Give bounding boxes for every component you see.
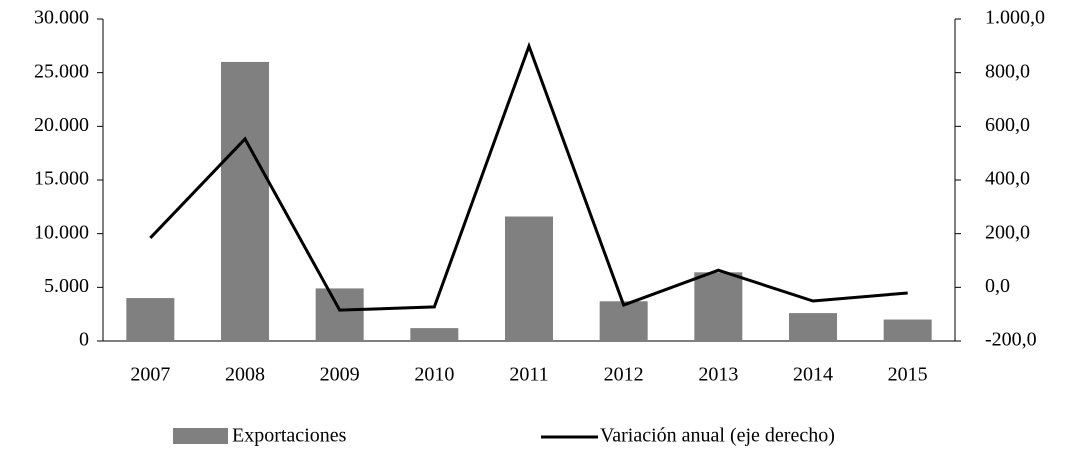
legend-swatch [173, 428, 228, 444]
y-tick-label: 25.000 [34, 60, 89, 82]
x-tick-label: 2008 [225, 364, 265, 386]
y-tick-label: 5.000 [44, 275, 89, 297]
y-tick-label: 0 [79, 329, 89, 351]
x-tick-label: 2007 [130, 364, 170, 386]
y2-tick-label: 1.000,0 [985, 7, 1045, 29]
bar [126, 298, 175, 341]
y2-tick-label: 800,0 [985, 60, 1030, 82]
x-tick-label: 2012 [604, 364, 644, 386]
bar [789, 313, 837, 341]
bar [410, 328, 459, 341]
x-tick-label: 2014 [793, 364, 833, 386]
x-tick-label: 2015 [888, 364, 928, 386]
x-tick-label: 2013 [698, 364, 738, 386]
bar [221, 61, 269, 341]
bar [505, 216, 553, 341]
y-tick-label: 20.000 [34, 114, 89, 136]
y2-tick-label: -200,0 [985, 329, 1037, 351]
x-tick-label: 2011 [509, 364, 548, 386]
y-tick-label: 15.000 [34, 168, 89, 190]
x-tick-label: 2010 [414, 364, 454, 386]
x-tick-label: 2009 [320, 364, 360, 386]
legend-label: Variación anual (eje derecho) [600, 425, 835, 447]
y-tick-label: 30.000 [34, 7, 89, 29]
bar [694, 272, 743, 341]
y2-tick-label: 600,0 [985, 114, 1030, 136]
y-tick-label: 10.000 [34, 221, 89, 243]
line [149, 41, 908, 312]
bar [599, 301, 648, 341]
legend-label: Exportaciones [232, 425, 347, 447]
y2-tick-label: 400,0 [985, 168, 1030, 190]
bar [883, 319, 932, 341]
y2-tick-label: 0,0 [985, 275, 1010, 297]
bar [315, 288, 364, 341]
y2-tick-label: 200,0 [985, 221, 1030, 243]
